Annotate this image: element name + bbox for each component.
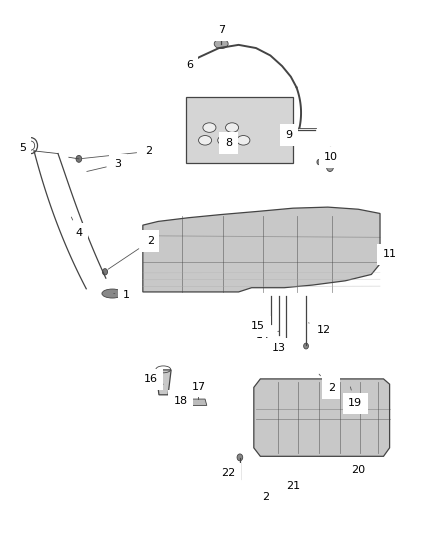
Polygon shape (143, 207, 380, 292)
Polygon shape (184, 399, 207, 406)
Text: 21: 21 (286, 481, 300, 491)
Text: 2: 2 (108, 236, 154, 269)
Ellipse shape (284, 345, 289, 351)
Text: 22: 22 (222, 469, 237, 478)
Ellipse shape (197, 383, 202, 390)
Ellipse shape (218, 135, 231, 145)
Text: 18: 18 (173, 395, 188, 406)
Ellipse shape (102, 289, 123, 298)
Polygon shape (186, 97, 293, 163)
Ellipse shape (203, 123, 216, 132)
Text: 9: 9 (285, 130, 293, 140)
Text: 20: 20 (351, 465, 365, 475)
Text: 10: 10 (324, 152, 338, 162)
Text: 17: 17 (191, 382, 205, 392)
Text: 13: 13 (272, 342, 286, 353)
Text: 7: 7 (219, 25, 226, 35)
Ellipse shape (297, 478, 305, 488)
Ellipse shape (304, 343, 308, 349)
Text: 8: 8 (225, 132, 232, 148)
Text: 3: 3 (87, 159, 121, 172)
Ellipse shape (198, 135, 212, 145)
Text: 6: 6 (186, 60, 194, 70)
Ellipse shape (214, 39, 228, 49)
Text: 19: 19 (348, 387, 362, 408)
Text: 14: 14 (255, 330, 279, 341)
Ellipse shape (237, 454, 243, 461)
Ellipse shape (263, 491, 269, 498)
Text: 15: 15 (251, 321, 271, 332)
Ellipse shape (293, 126, 298, 132)
Ellipse shape (317, 159, 321, 165)
Ellipse shape (348, 464, 369, 474)
Text: 12: 12 (308, 323, 332, 335)
Ellipse shape (268, 328, 274, 335)
Text: 16: 16 (144, 375, 163, 384)
Text: 5: 5 (19, 143, 28, 153)
Polygon shape (254, 379, 390, 456)
Polygon shape (156, 370, 171, 395)
Text: 1: 1 (114, 289, 130, 300)
Ellipse shape (298, 480, 303, 486)
Ellipse shape (102, 269, 108, 275)
Ellipse shape (326, 160, 334, 172)
Text: 4: 4 (71, 217, 82, 238)
Ellipse shape (76, 156, 82, 163)
Text: 2: 2 (262, 492, 269, 502)
Ellipse shape (237, 135, 250, 145)
Text: 2: 2 (319, 374, 335, 393)
Ellipse shape (226, 123, 239, 132)
Text: 2: 2 (81, 147, 152, 159)
Text: 11: 11 (383, 249, 396, 260)
